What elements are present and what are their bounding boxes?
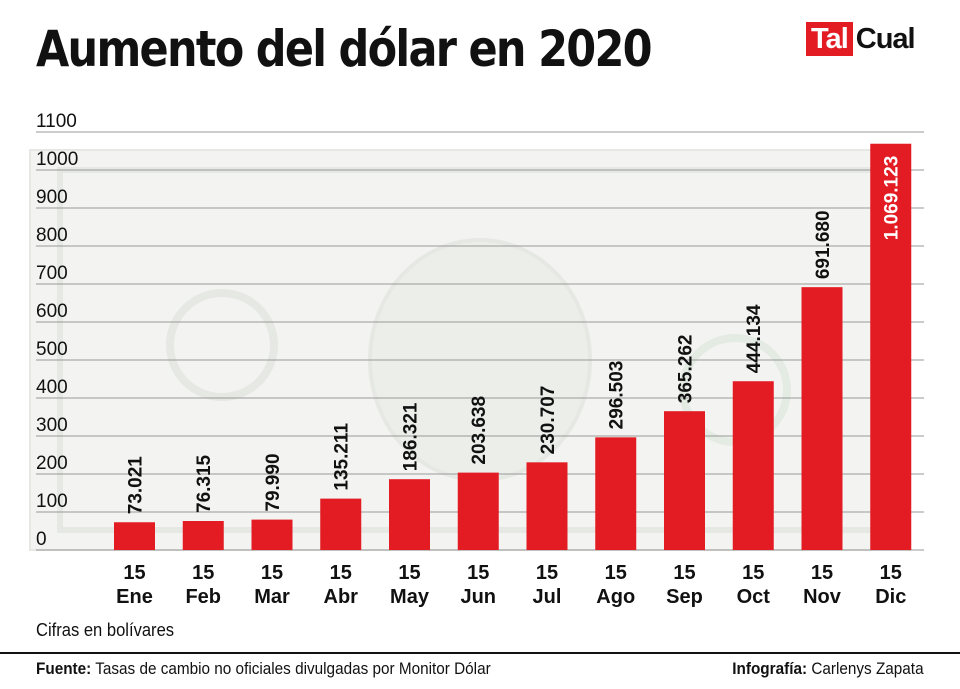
bar-dic (870, 143, 912, 550)
bar-sep (664, 411, 705, 550)
source-label: Fuente: (36, 659, 92, 678)
y-tick-label-300: 300 (36, 415, 68, 436)
y-tick-label-800: 800 (36, 225, 68, 246)
data-label-nov: 691.680 (813, 210, 834, 279)
x-tick-day-sep: 15 (673, 562, 695, 584)
data-label-oct: 444.134 (744, 304, 765, 373)
y-axis-labels: 0 100 200 300 400 500 600 700 800 900 1000 1100 (36, 111, 78, 550)
data-label-may: 186.321 (401, 402, 422, 471)
footer-divider (0, 652, 960, 654)
bar-chart: 0 100 200 300 400 500 600 700 800 900 1000 1100 73.… (29, 111, 924, 608)
bar-nov (801, 287, 843, 550)
x-tick-day-feb: 15 (192, 562, 214, 584)
units-note: Cifras en bolívares (36, 620, 175, 640)
x-tick-month-jul: Jul (533, 586, 562, 608)
data-label-ago: 296.503 (607, 361, 628, 430)
bar-ene (114, 522, 155, 550)
x-tick-month-sep: Sep (666, 586, 703, 608)
data-labels: 73.021 76.315 79.990 135.211 186.321 203.638 2… (126, 156, 903, 515)
bar-may (389, 479, 430, 550)
bar-jun (457, 472, 499, 550)
x-tick-day-ago: 15 (605, 562, 627, 584)
bar-ago (595, 437, 637, 550)
x-tick-day-oct: 15 (742, 562, 764, 584)
x-tick-month-oct: Oct (737, 586, 771, 608)
y-tick-label-700: 700 (36, 263, 68, 284)
bar-feb (182, 521, 224, 550)
logo-part-tal: Tal (806, 22, 853, 56)
data-label-sep: 365.262 (676, 335, 697, 404)
x-tick-month-dic: Dic (875, 586, 906, 608)
x-axis-labels: 15Ene15Feb15Mar15Abr15May15Jun15Jul15Ago… (116, 562, 906, 608)
bar-jul (526, 462, 568, 550)
x-tick-day-mar: 15 (261, 562, 283, 584)
x-tick-day-ene: 15 (123, 562, 145, 584)
x-tick-day-may: 15 (398, 562, 420, 584)
bar-abr (320, 498, 362, 550)
y-tick-label-400: 400 (36, 377, 68, 398)
x-tick-day-dic: 15 (880, 562, 902, 584)
y-tick-label-0: 0 (36, 529, 47, 550)
source-text: Tasas de cambio no oficiales divulgadas … (95, 659, 491, 678)
x-tick-day-jul: 15 (536, 562, 558, 584)
data-label-dic: 1.069.123 (882, 156, 903, 241)
credit-note: Infografía: Carlenys Zapata (733, 659, 924, 679)
source-note: Fuente: Tasas de cambio no oficiales div… (36, 659, 491, 679)
y-tick-label-1100: 1100 (36, 111, 77, 132)
credit-label: Infografía: (732, 659, 808, 678)
x-tick-month-abr: Abr (324, 586, 359, 608)
x-tick-day-nov: 15 (811, 562, 833, 584)
y-tick-label-900: 900 (36, 187, 68, 208)
x-tick-month-ene: Ene (116, 586, 153, 608)
page-title: Aumento del dólar en 2020 (36, 20, 653, 78)
y-tick-label-1000: 1000 (36, 149, 78, 170)
x-tick-month-ago: Ago (596, 586, 635, 608)
data-label-jul: 230.707 (538, 386, 559, 455)
seal-circle (166, 289, 278, 401)
data-label-mar: 79.990 (263, 453, 284, 511)
bar-oct (732, 381, 774, 550)
y-tick-label-100: 100 (36, 491, 68, 512)
data-label-jun: 203.638 (469, 396, 490, 465)
bar-mar (251, 519, 293, 550)
x-tick-month-jun: Jun (460, 586, 496, 608)
y-tick-label-500: 500 (36, 339, 68, 360)
x-tick-month-feb: Feb (185, 586, 221, 608)
x-tick-day-jun: 15 (467, 562, 489, 584)
x-tick-month-nov: Nov (803, 586, 842, 608)
x-tick-month-mar: Mar (254, 586, 290, 608)
data-label-feb: 76.315 (194, 454, 215, 513)
logo-part-cual: Cual (855, 23, 916, 55)
y-tick-label-200: 200 (36, 453, 68, 474)
data-label-ene: 73.021 (126, 456, 147, 515)
y-tick-label-600: 600 (36, 301, 68, 322)
talcual-logo: Tal Cual (806, 22, 918, 56)
bars (114, 143, 912, 550)
credit-text: Carlenys Zapata (811, 659, 924, 678)
x-tick-month-may: May (390, 586, 430, 608)
x-tick-day-abr: 15 (330, 562, 352, 584)
data-label-abr: 135.211 (332, 423, 353, 491)
